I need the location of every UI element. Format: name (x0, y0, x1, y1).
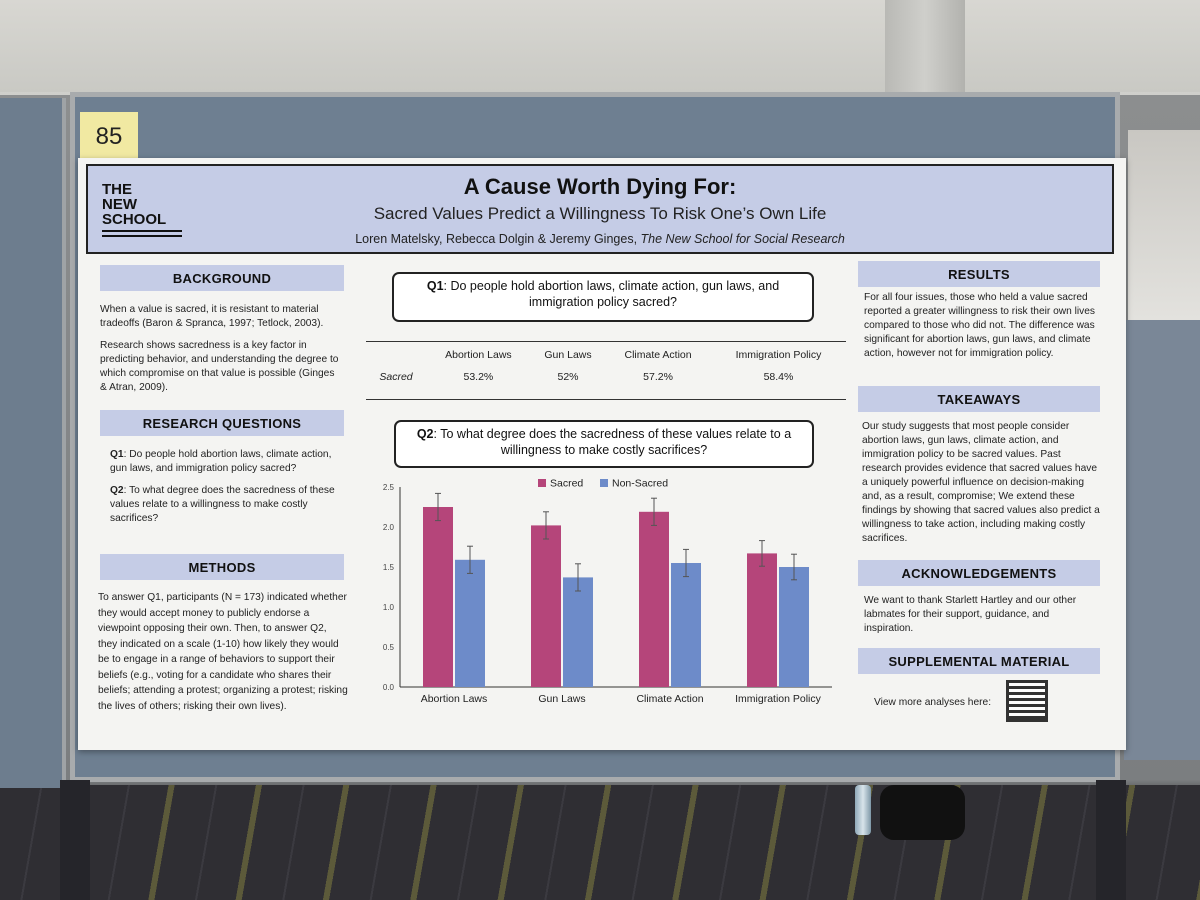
carpet-floor (0, 785, 1200, 900)
table-cell: 57.2% (643, 371, 673, 383)
q2-label: Q2 (416, 427, 434, 441)
x-tick-label: Climate Action (636, 693, 703, 705)
board-leg (60, 780, 90, 900)
bar-sacred (423, 507, 453, 687)
bar-non-sacred (563, 577, 593, 687)
research-questions-text: Q1: Do people hold abortion laws, climat… (110, 448, 340, 534)
logo-rule (102, 235, 182, 237)
q2-text: : To what degree does the sacredness of … (433, 427, 792, 457)
research-questions-heading: RESEARCH QUESTIONS (100, 410, 344, 436)
rq-q2-text: : To what degree does the sacredness of … (110, 485, 335, 524)
logo-line: NEW (102, 196, 137, 213)
x-tick-label: Immigration Policy (735, 693, 822, 705)
legend-label: Sacred (550, 478, 583, 490)
bar-non-sacred (779, 567, 809, 687)
new-school-logo: THE NEW SCHOOL (102, 182, 182, 227)
neighbor-poster-board (0, 98, 66, 788)
legend-swatch (600, 479, 608, 487)
bar-sacred (531, 525, 561, 687)
bar-non-sacred (671, 563, 701, 687)
poster-subtitle: Sacred Values Predict a Willingness To R… (373, 204, 827, 223)
sacred-percent-table: Abortion Laws Gun Laws Climate Action Im… (366, 344, 846, 388)
rq-q2-label: Q2 (110, 485, 124, 496)
logo-line: THE (102, 181, 132, 198)
sacrifice-bar-chart: 0.0 0.5 1.0 1.5 2.0 2.5 Abortion Laws Gun Laws C… (383, 478, 832, 705)
x-tick-label: Abortion Laws (421, 693, 488, 705)
supplemental-heading: SUPPLEMENTAL MATERIAL (858, 648, 1100, 674)
legend-swatch (538, 479, 546, 487)
table-cell: 52% (557, 371, 579, 383)
board-leg (1096, 780, 1126, 900)
poster-authors: Loren Matelsky, Rebecca Dolgin & Jeremy … (88, 232, 1112, 246)
results-heading: RESULTS (858, 261, 1100, 287)
bar-non-sacred (455, 559, 485, 687)
legend-label: Non-Sacred (612, 478, 668, 490)
black-bag (880, 785, 965, 840)
takeaways-heading: TAKEAWAYS (858, 386, 1100, 412)
y-tick-label: 2.5 (383, 483, 395, 492)
takeaways-text: Our study suggests that most people cons… (862, 421, 1100, 544)
y-tick-label: 0.5 (383, 643, 395, 652)
table-header: Gun Laws (544, 349, 592, 361)
background-heading: BACKGROUND (100, 265, 344, 291)
y-tick-label: 2.0 (383, 523, 395, 532)
poster-header: THE NEW SCHOOL A Cause Worth Dying For: … (86, 164, 1114, 254)
q1-text: : Do people hold abortion laws, climate … (443, 279, 780, 309)
rq-q1: Q1: Do people hold abortion laws, climat… (110, 448, 340, 476)
neighbor-poster-board-right (1124, 320, 1200, 760)
acknowledgements-text: We want to thank Starlett Hartley and ou… (864, 595, 1077, 634)
author-names: Loren Matelsky, Rebecca Dolgin & Jeremy … (355, 232, 638, 246)
rq-q1-text: : Do people hold abortion laws, climate … (110, 449, 332, 474)
y-tick-label: 1.0 (383, 603, 395, 612)
y-tick-label: 1.5 (383, 563, 395, 572)
methods-heading: METHODS (100, 554, 344, 580)
table-top-rule (366, 341, 846, 342)
booth-number-card: 85 (80, 112, 138, 162)
bar-sacred (639, 511, 669, 687)
research-poster: THE NEW SCHOOL A Cause Worth Dying For: … (78, 158, 1126, 750)
background-window (1128, 130, 1200, 320)
methods-text: To answer Q1, participants (N = 173) ind… (98, 592, 348, 712)
table-header: Abortion Laws (445, 349, 512, 361)
acknowledgements-heading: ACKNOWLEDGEMENTS (858, 560, 1100, 586)
table-header: Climate Action (624, 349, 692, 361)
rq-q1-label: Q1 (110, 449, 124, 460)
background-pillar (885, 0, 965, 92)
logo-line: SCHOOL (102, 211, 167, 228)
q2-box: Q2: To what degree does the sacredness o… (394, 420, 814, 468)
logo-rule (102, 230, 182, 232)
table-cell: 58.4% (763, 371, 794, 383)
rq-q2: Q2: To what degree does the sacredness o… (110, 484, 340, 526)
water-bottle (855, 785, 871, 835)
y-tick-label: 0.0 (383, 683, 395, 692)
background-paragraph: When a value is sacred, it is resistant … (100, 304, 324, 329)
bar-sacred (747, 553, 777, 687)
results-text: For all four issues, those who held a va… (864, 292, 1096, 359)
q1-label: Q1 (426, 279, 444, 293)
poster-title: A Cause Worth Dying For: (463, 174, 737, 199)
x-tick-label: Gun Laws (538, 693, 585, 705)
table-corner (366, 344, 426, 366)
table-header: Immigration Policy (735, 349, 822, 361)
supplemental-text: View more analyses here: (874, 697, 992, 708)
qr-code[interactable] (1006, 680, 1048, 722)
background-wall (0, 0, 1200, 92)
table-cell: 53.2% (463, 371, 494, 383)
background-text: When a value is sacred, it is resistant … (100, 303, 344, 403)
table-row-label: Sacred (379, 371, 413, 383)
table-bottom-rule (366, 399, 846, 400)
background-paragraph: Research shows sacredness is a key facto… (100, 340, 339, 393)
q1-box: Q1: Do people hold abortion laws, climat… (392, 272, 814, 322)
affiliation: The New School for Social Research (640, 232, 845, 246)
